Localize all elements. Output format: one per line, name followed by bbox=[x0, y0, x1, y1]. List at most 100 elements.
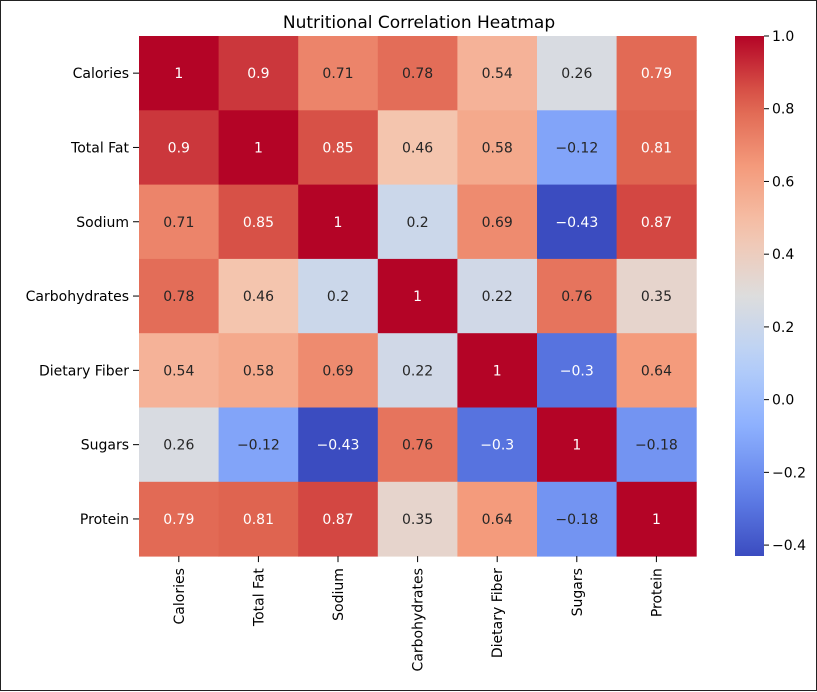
heatmap-cell bbox=[616, 110, 697, 186]
heatmap-cell bbox=[218, 407, 299, 483]
heatmap-cell bbox=[218, 110, 299, 186]
cell-value-label: 0.54 bbox=[482, 66, 513, 82]
heatmap-cells bbox=[139, 36, 697, 557]
x-axis: Calories Total Fat Sodium Carbohydrates Diet… bbox=[172, 556, 665, 671]
y-tick-label: Sugars bbox=[81, 438, 129, 454]
cell-value-label: −0.43 bbox=[317, 438, 360, 454]
x-tick-label: Calories bbox=[172, 568, 188, 624]
heatmap-cell bbox=[139, 481, 220, 557]
heatmap-cell bbox=[537, 258, 618, 334]
heatmap-cell bbox=[377, 407, 458, 483]
heatmap-cell bbox=[537, 36, 618, 111]
heatmap-cell bbox=[298, 36, 379, 111]
cell-value-label: 0.71 bbox=[163, 215, 194, 231]
cell-value-label: 1 bbox=[413, 289, 422, 305]
cell-value-label: 0.26 bbox=[163, 438, 194, 454]
colorbar-tick-label: 1.0 bbox=[772, 29, 794, 45]
cell-value-label: 0.79 bbox=[163, 512, 194, 528]
cell-value-label: 1 bbox=[652, 512, 661, 528]
cell-value-label: −0.18 bbox=[555, 512, 598, 528]
cell-value-label: 0.85 bbox=[322, 140, 353, 156]
cell-value-label: −0.43 bbox=[555, 215, 598, 231]
heatmap-cell bbox=[139, 333, 220, 408]
cell-value-label: 0.69 bbox=[322, 363, 353, 379]
cell-value-label: 0.54 bbox=[163, 363, 194, 379]
cell-value-label: −0.3 bbox=[480, 438, 514, 454]
cell-value-label: 0.81 bbox=[243, 512, 274, 528]
heatmap-cell bbox=[298, 333, 379, 408]
cell-value-label: 0.2 bbox=[327, 289, 349, 305]
colorbar bbox=[735, 36, 764, 556]
cell-value-label: 0.76 bbox=[402, 438, 433, 454]
cell-value-label: 0.26 bbox=[561, 66, 592, 82]
heatmap-cell bbox=[139, 36, 220, 111]
cell-value-label: 0.76 bbox=[561, 289, 592, 305]
heatmap-cell bbox=[537, 333, 618, 408]
heatmap-cell bbox=[377, 184, 458, 260]
heatmap-cell bbox=[377, 481, 458, 557]
heatmap-cell bbox=[218, 333, 299, 408]
cell-value-label: 0.46 bbox=[402, 140, 433, 156]
x-tick-label: Dietary Fiber bbox=[490, 568, 506, 658]
cell-value-label: 0.81 bbox=[641, 140, 672, 156]
cell-value-label: 0.35 bbox=[402, 512, 433, 528]
cell-value-label: 0.64 bbox=[482, 512, 513, 528]
colorbar-tick-label: 0.0 bbox=[772, 393, 794, 409]
cell-value-label: −0.12 bbox=[237, 438, 280, 454]
cell-value-label: 1 bbox=[572, 438, 581, 454]
cell-value-label: 0.46 bbox=[243, 289, 274, 305]
heatmap-cell bbox=[139, 258, 220, 334]
cell-value-label: 0.69 bbox=[482, 215, 513, 231]
heatmap-cell bbox=[457, 110, 538, 186]
chart-title: Nutritional Correlation Heatmap bbox=[283, 13, 555, 33]
heatmap-cell bbox=[457, 184, 538, 260]
cell-value-label: 0.35 bbox=[641, 289, 672, 305]
cell-value-label: 0.2 bbox=[406, 215, 428, 231]
heatmap-cell bbox=[537, 184, 618, 260]
cell-value-label: 0.79 bbox=[641, 66, 672, 82]
heatmap-cell bbox=[377, 110, 458, 186]
cell-value-label: 0.78 bbox=[402, 66, 433, 82]
x-tick-label: Carbohydrates bbox=[411, 568, 427, 671]
heatmap-cell bbox=[218, 258, 299, 334]
y-axis: Calories Total Fat Sodium Carbohydrates Diet… bbox=[26, 66, 139, 528]
heatmap-cell bbox=[457, 407, 538, 483]
heatmap-cell bbox=[298, 407, 379, 483]
x-tick-label: Protein bbox=[649, 568, 665, 617]
heatmap-cell bbox=[298, 258, 379, 334]
heatmap-cell bbox=[457, 481, 538, 557]
cell-value-label: 0.58 bbox=[482, 140, 513, 156]
heatmap-cell bbox=[298, 184, 379, 260]
heatmap-cell bbox=[537, 110, 618, 186]
heatmap-cell bbox=[537, 407, 618, 483]
y-tick-label: Dietary Fiber bbox=[39, 363, 129, 379]
heatmap-cell bbox=[218, 36, 299, 111]
heatmap-cell bbox=[616, 258, 697, 334]
heatmap-cell bbox=[298, 481, 379, 557]
colorbar-tick-label: −0.4 bbox=[772, 538, 806, 554]
cell-annotations: 1 0.9 0.71 0.78 0.54 0.26 0.79 0.9 1 0.85 0.46 0.58… bbox=[163, 66, 678, 528]
colorbar-tick-label: 0.4 bbox=[772, 247, 794, 263]
heatmap-cell bbox=[218, 481, 299, 557]
cell-value-label: 0.85 bbox=[243, 215, 274, 231]
heatmap-cell bbox=[616, 36, 697, 111]
heatmap-cell bbox=[139, 407, 220, 483]
colorbar-axis: 1.0 0.8 0.6 0.4 0.2 0.0 −0.2 −0.4 bbox=[764, 29, 806, 554]
colorbar-tick-label: 0.8 bbox=[772, 102, 794, 118]
cell-value-label: 0.9 bbox=[247, 66, 269, 82]
y-tick-label: Total Fat bbox=[70, 140, 129, 156]
heatmap-cell bbox=[616, 481, 697, 557]
heatmap-cell bbox=[298, 110, 379, 186]
heatmap-cell bbox=[616, 184, 697, 260]
cell-value-label: 0.64 bbox=[641, 363, 672, 379]
cell-value-label: 0.87 bbox=[641, 215, 672, 231]
cell-value-label: 0.58 bbox=[243, 363, 274, 379]
heatmap-cell bbox=[377, 333, 458, 408]
heatmap-cell bbox=[377, 258, 458, 334]
y-tick-label: Protein bbox=[80, 512, 129, 528]
x-tick-label: Sugars bbox=[570, 568, 586, 616]
colorbar-tick-label: −0.2 bbox=[772, 465, 806, 481]
cell-value-label: −0.12 bbox=[555, 140, 598, 156]
y-tick-label: Sodium bbox=[76, 215, 129, 231]
